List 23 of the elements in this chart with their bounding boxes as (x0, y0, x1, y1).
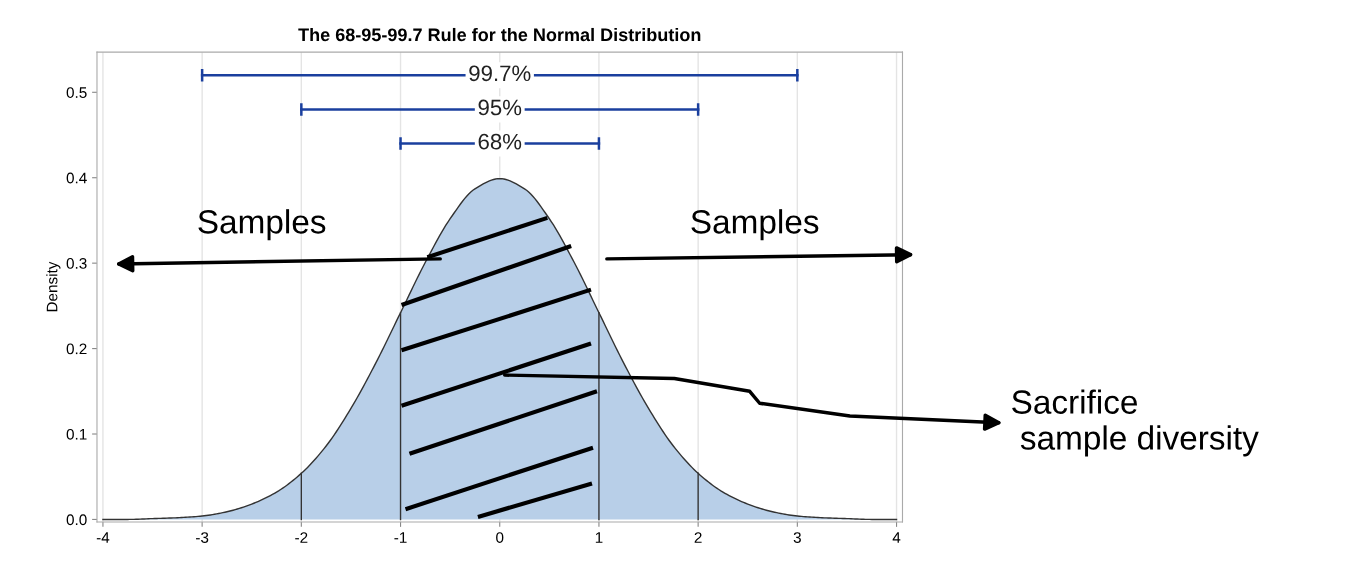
annotation: Samples (198, 209, 326, 241)
y-axis-title: Density (46, 261, 61, 312)
x-tick-label: -3 (196, 532, 209, 543)
x-tick-label: 1 (595, 532, 603, 543)
series-label: 99.7% (469, 65, 531, 82)
annotation: Samples (691, 209, 819, 241)
x-tick-label: -2 (295, 532, 308, 543)
y-tick-label: 0.3 (66, 258, 87, 269)
series-label: 68% (478, 133, 522, 150)
x-tick-label: 2 (694, 532, 702, 543)
x-tick-label: 0 (496, 532, 504, 543)
series-label: 95% (478, 99, 522, 116)
y-tick-label: 0.4 (66, 172, 87, 184)
chart-title: The 68-95-99.7 Rule for the Normal Distribution (298, 27, 701, 42)
x-tick-label: -1 (394, 532, 407, 543)
y-tick-label: 0.0 (66, 514, 87, 526)
y-tick-label: 0.1 (66, 428, 87, 440)
y-tick-label: 0.2 (66, 343, 87, 355)
x-tick-label: -4 (96, 532, 110, 543)
x-tick-label: 4 (892, 532, 901, 543)
x-tick-label: 3 (793, 532, 801, 543)
y-tick-label: 0.5 (66, 87, 87, 98)
text: Sacrifice sample diversity (1012, 389, 1259, 457)
